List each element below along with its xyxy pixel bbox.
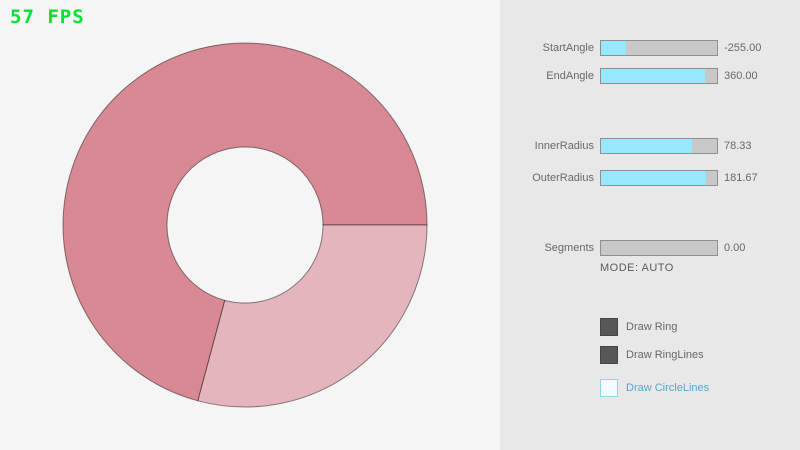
endangle-label: EndAngle <box>546 70 594 82</box>
draw-ringlines-checkbox-label: Draw RingLines <box>626 349 704 361</box>
slider-row-innerradius: InnerRadius 78.33 <box>500 138 800 154</box>
ring-overlap-dark <box>62 42 428 402</box>
controls-panel: StartAngle -255.00 EndAngle 360.00 Inner… <box>500 0 800 450</box>
slider-row-endangle: EndAngle 360.00 <box>500 68 800 84</box>
startangle-value: -255.00 <box>724 42 762 54</box>
outerradius-slider[interactable] <box>600 170 718 186</box>
outerradius-value: 181.67 <box>724 172 758 184</box>
fps-counter: 57 FPS <box>10 6 85 28</box>
draw-ringlines-checkbox[interactable]: Draw RingLines <box>600 346 704 364</box>
draw-ring-checkbox[interactable]: Draw Ring <box>600 318 677 336</box>
startangle-label: StartAngle <box>542 42 594 54</box>
draw-ring-checkbox-label: Draw Ring <box>626 321 678 333</box>
segments-label: Segments <box>544 242 594 254</box>
endangle-value: 360.00 <box>724 70 758 82</box>
innerradius-value: 78.33 <box>724 140 752 152</box>
slider-row-startangle: StartAngle -255.00 <box>500 40 800 56</box>
startangle-slider-fill <box>601 41 627 55</box>
slider-row-segments: Segments 0.00 <box>500 240 800 256</box>
draw-ringlines-checkbox-box[interactable] <box>600 346 618 364</box>
segments-slider[interactable] <box>600 240 718 256</box>
draw-circlelines-checkbox[interactable]: Draw CircleLines <box>600 379 709 397</box>
slider-row-outerradius: OuterRadius 181.67 <box>500 170 800 186</box>
mode-label: MODE: AUTO <box>600 262 674 274</box>
ring-single-light <box>197 224 428 408</box>
draw-circlelines-checkbox-box[interactable] <box>600 379 618 397</box>
endangle-slider-fill <box>601 69 706 83</box>
innerradius-slider[interactable] <box>600 138 718 154</box>
startangle-slider[interactable] <box>600 40 718 56</box>
draw-circlelines-checkbox-label: Draw CircleLines <box>626 382 710 394</box>
innerradius-label: InnerRadius <box>534 140 594 152</box>
draw-ring-checkbox-box[interactable] <box>600 318 618 336</box>
outerradius-label: OuterRadius <box>532 172 594 184</box>
outerradius-slider-fill <box>601 171 707 185</box>
endangle-slider[interactable] <box>600 68 718 84</box>
ring-svg <box>62 42 428 408</box>
segments-value: 0.00 <box>724 242 746 254</box>
innerradius-slider-fill <box>601 139 692 153</box>
